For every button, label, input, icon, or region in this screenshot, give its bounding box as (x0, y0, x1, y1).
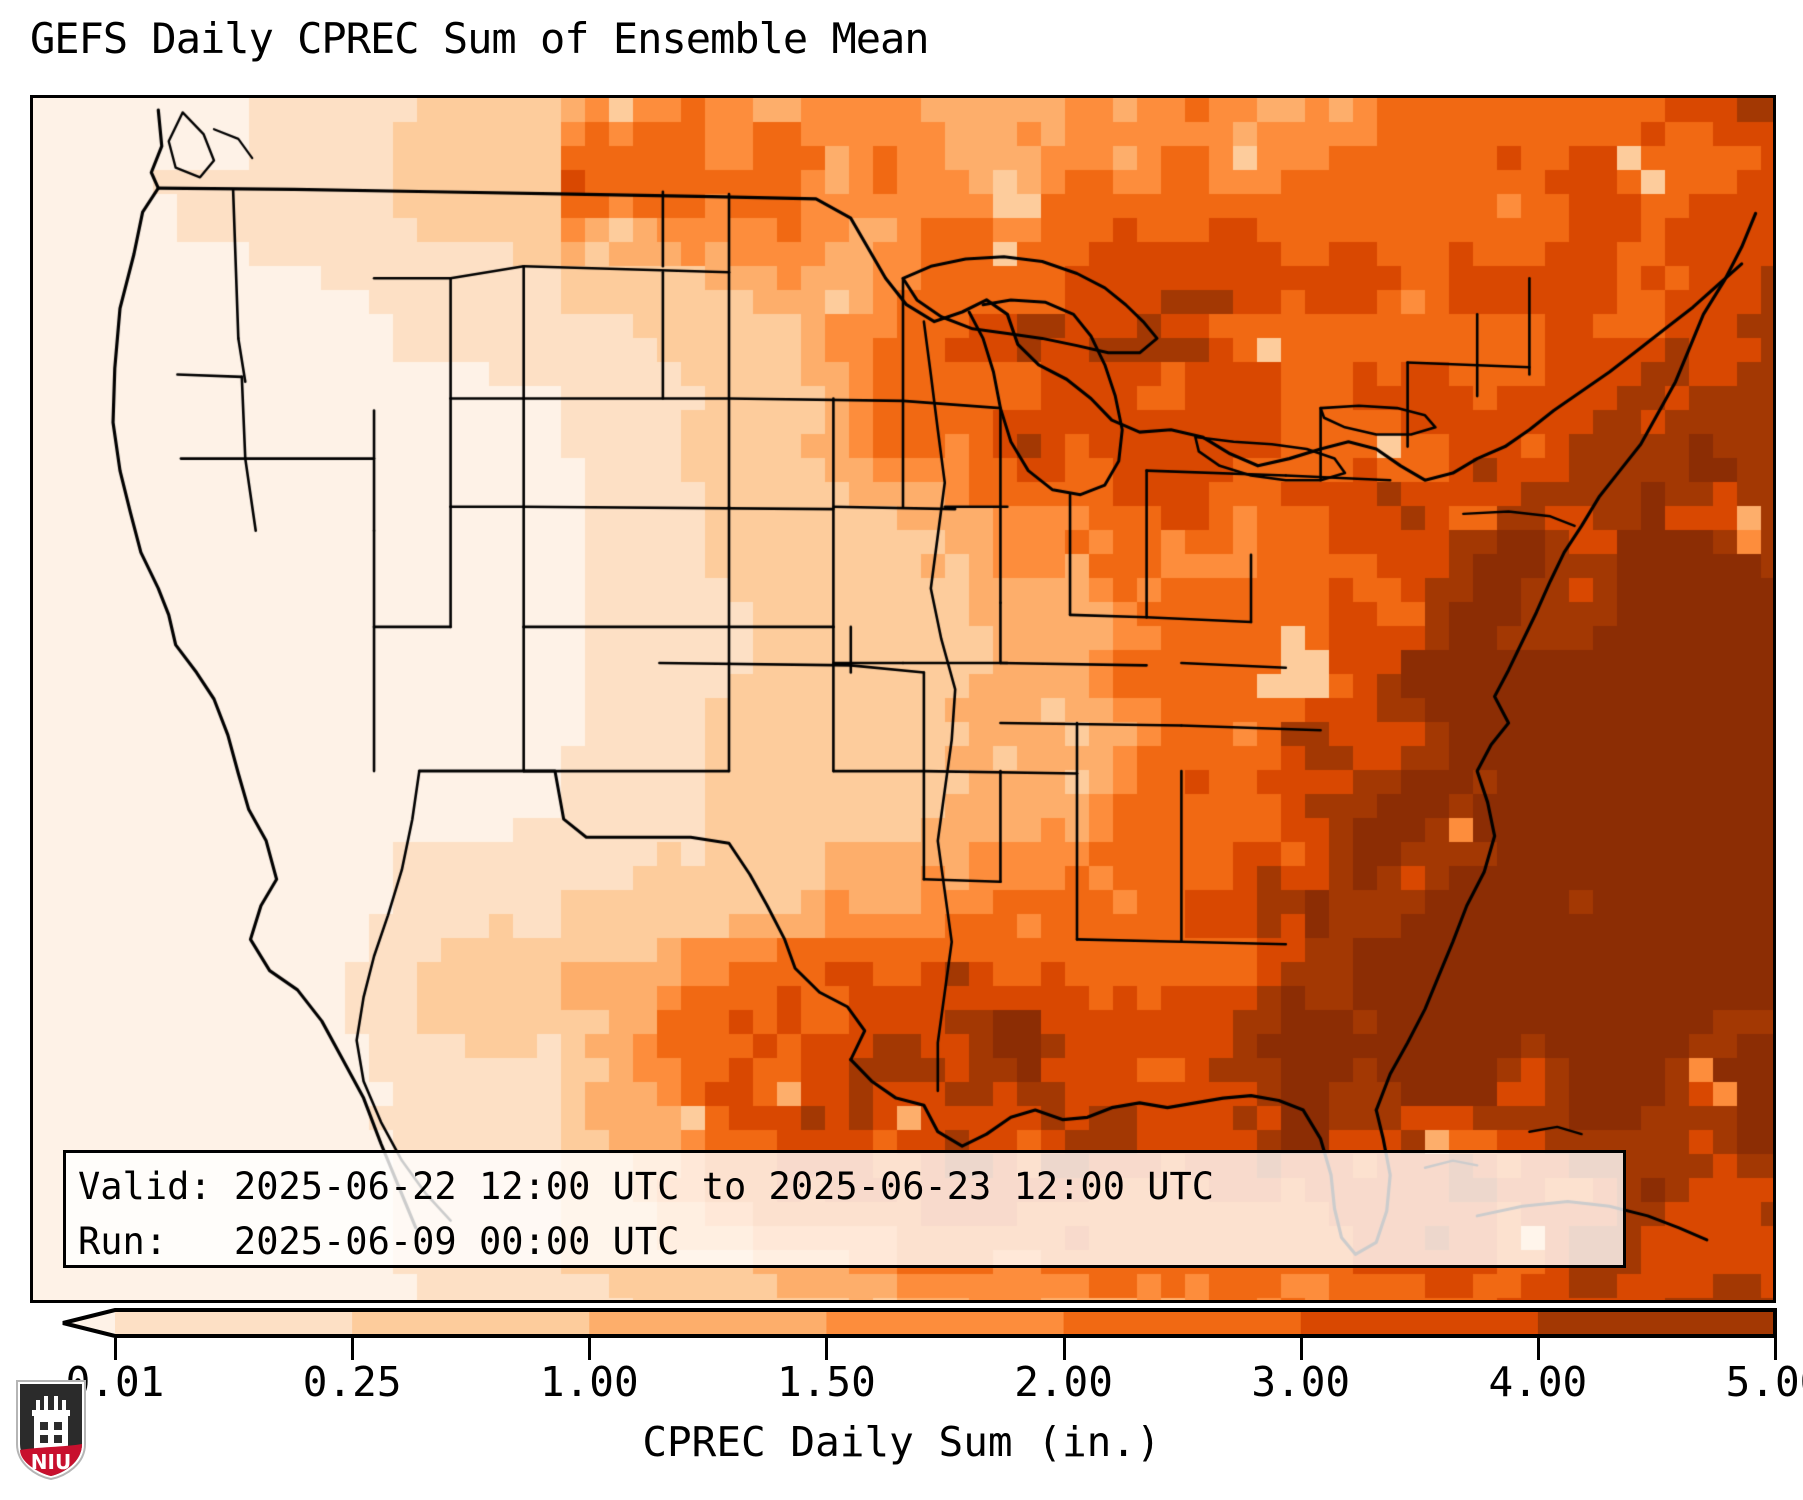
niu-shield-logo: NIU (16, 1380, 86, 1481)
colorbar-tick-label-7: 5.00 (1725, 1358, 1803, 1406)
colorbar-tick-marks (0, 1338, 1803, 1368)
run-time-line: Run: 2025-06-09 00:00 UTC (78, 1220, 680, 1263)
colorbar-tick-0 (114, 1338, 117, 1360)
colorbar-tick-labels: 0.010.251.001.502.003.004.005.00 (0, 1358, 1803, 1418)
colorbar-tick-2 (588, 1338, 592, 1360)
colorbar-tick-label-6: 4.00 (1488, 1358, 1588, 1406)
colorbar-tick-label-1: 0.25 (302, 1358, 402, 1406)
colorbar-axis-label: CPREC Daily Sum (in.) (642, 1418, 1161, 1466)
colorbar-tick-label-2: 1.00 (539, 1358, 639, 1406)
valid-time-line: Valid: 2025-06-22 12:00 UTC to 2025-06-2… (78, 1165, 1215, 1208)
colorbar-tick-4 (1062, 1338, 1066, 1360)
colorbar-tick-label-3: 1.50 (777, 1358, 876, 1406)
forecast-info-box: Valid: 2025-06-22 12:00 UTC to 2025-06-2… (63, 1150, 1626, 1268)
colorbar-swatches (62, 1308, 1777, 1338)
colorbar-tick-7 (1774, 1338, 1777, 1360)
logo-red-banner (20, 1444, 82, 1476)
map-panel (30, 95, 1776, 1303)
colorbar-tick-label-4: 2.00 (1014, 1358, 1113, 1406)
logo-castle-windows (40, 1422, 62, 1443)
colorbar (0, 1304, 1803, 1350)
colorbar-tick-5 (1299, 1338, 1303, 1360)
page-title: GEFS Daily CPREC Sum of Ensemble Mean (30, 14, 930, 63)
colorbar-tick-1 (351, 1338, 355, 1360)
logo-text: NIU (31, 1450, 71, 1474)
colorbar-tick-6 (1536, 1338, 1540, 1360)
map-boundaries-overlay (33, 98, 1773, 1300)
colorbar-tick-label-5: 3.00 (1251, 1358, 1351, 1406)
colorbar-tick-3 (825, 1338, 829, 1360)
